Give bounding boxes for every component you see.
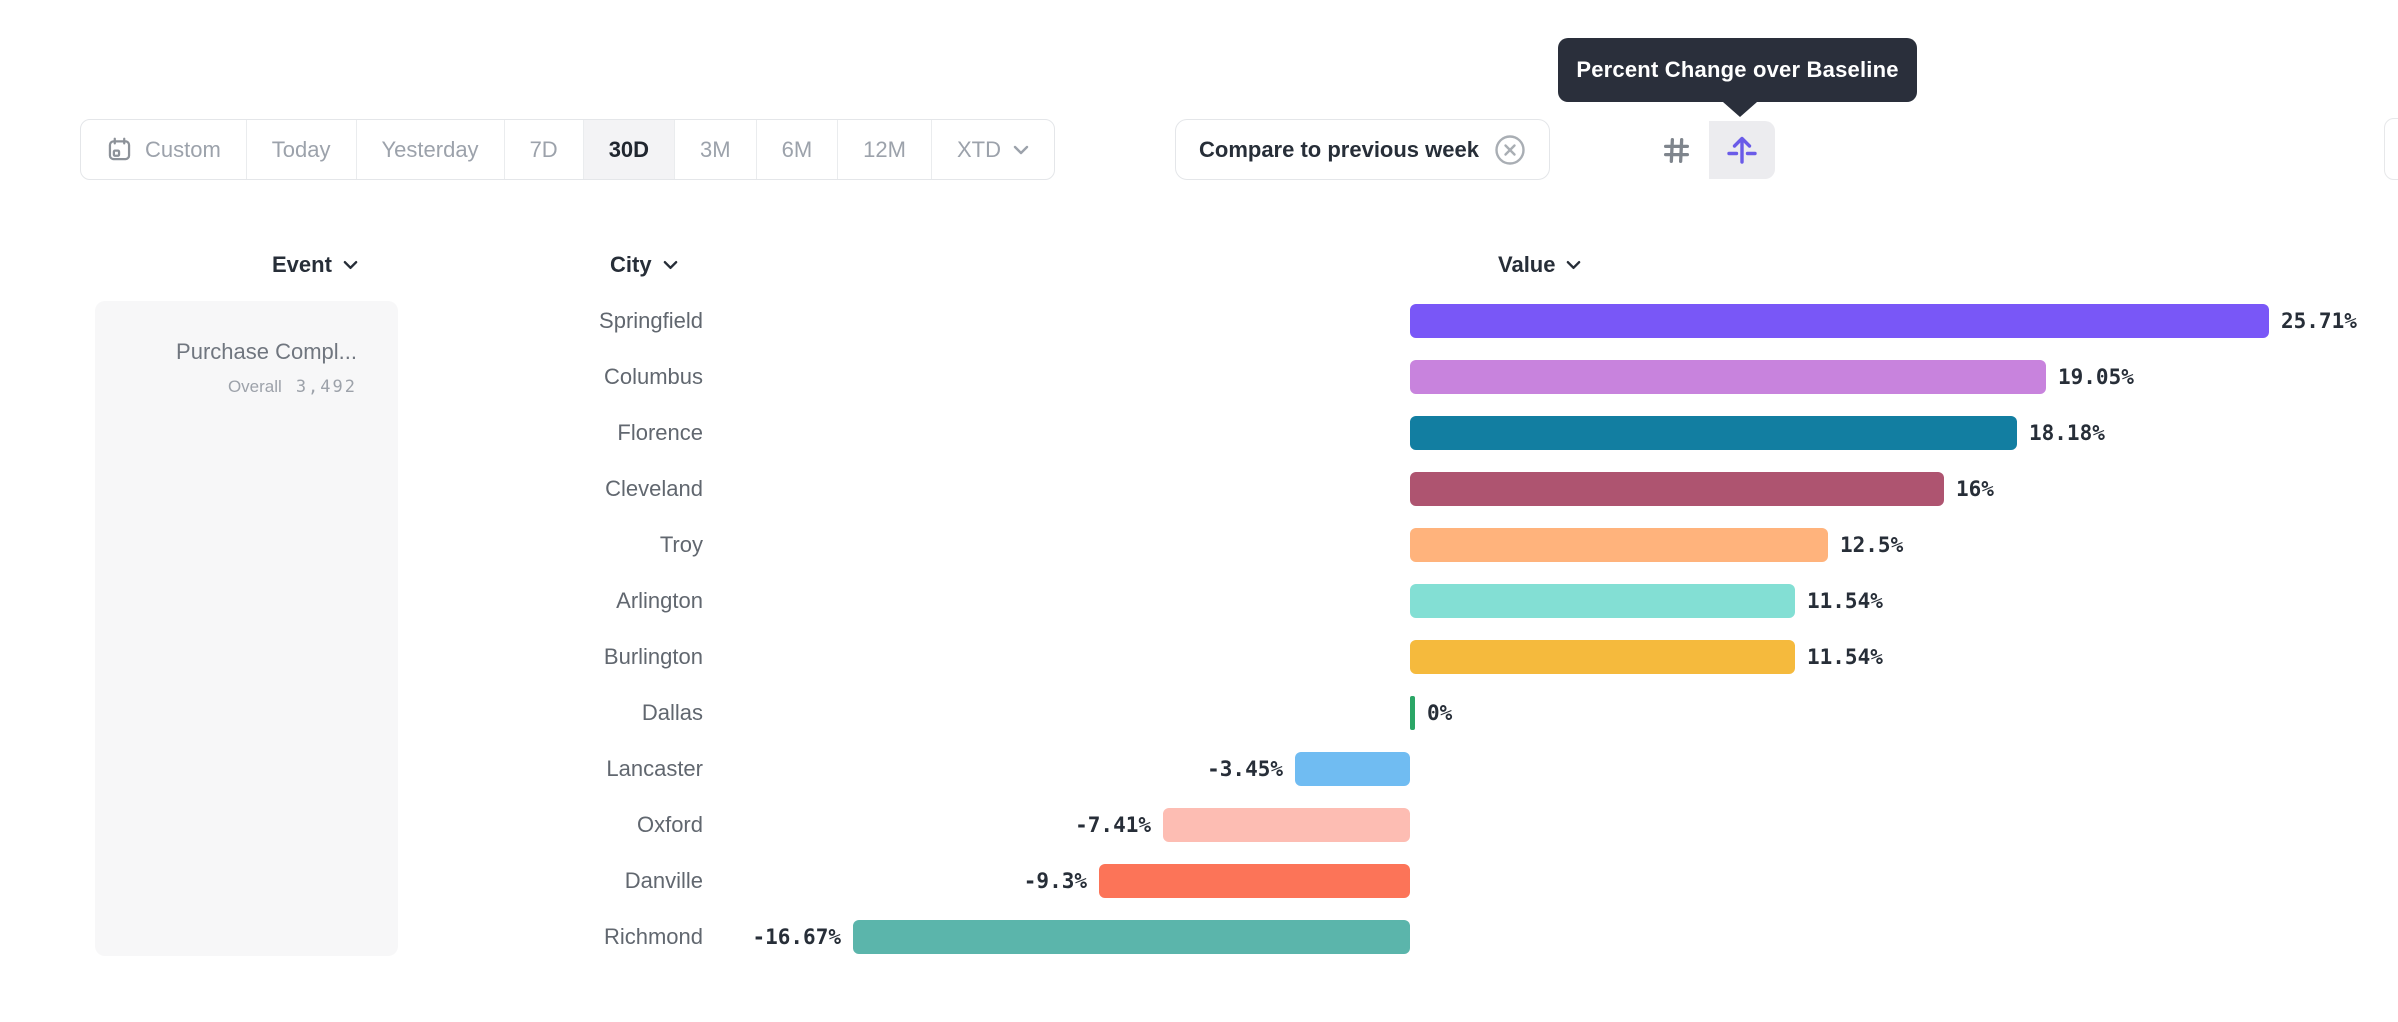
city-label: Columbus: [603, 364, 703, 389]
bar-danville[interactable]: [1099, 864, 1410, 898]
chart-row-danville: Danville -9.3%: [0, 853, 2398, 909]
chart-row-troy: Troy 12.5%: [0, 517, 2398, 573]
date-range-label: 3M: [700, 136, 731, 162]
date-range-label: Custom: [145, 136, 221, 162]
date-range-30d[interactable]: 30D: [583, 120, 676, 179]
city-label: Springfield: [599, 308, 703, 333]
bar-dallas[interactable]: [1410, 696, 1415, 730]
chart-row-oxford: Oxford -7.41%: [0, 797, 2398, 853]
column-header-event[interactable]: Event: [272, 250, 358, 280]
event-overall-row: Overall 3,492: [228, 377, 357, 397]
chart-row-burlington: Burlington 11.54%: [0, 629, 2398, 685]
remove-compare-icon[interactable]: [1494, 134, 1526, 166]
value-label: 25.71%: [2281, 309, 2357, 333]
overall-label: Overall: [227, 377, 282, 396]
value-label: -16.67%: [752, 925, 841, 949]
date-range-xtd[interactable]: XTD: [932, 120, 1054, 179]
chart-row-richmond: Richmond -16.67%: [0, 909, 2398, 965]
compare-label: Compare to previous week: [1199, 136, 1479, 162]
bar-oxford[interactable]: [1163, 808, 1410, 842]
value-label: -9.3%: [1023, 869, 1087, 893]
compare-pill[interactable]: Compare to previous week: [1175, 119, 1550, 180]
value-label: 11.54%: [1807, 589, 1883, 613]
date-range-label: Yesterday: [381, 136, 479, 162]
bar-arlington[interactable]: [1410, 584, 1795, 618]
city-label: Arlington: [616, 588, 703, 613]
value-label: 18.18%: [2029, 421, 2105, 445]
hash-icon: [1663, 137, 1689, 163]
chart-row-dallas: Dallas 0%: [0, 685, 2398, 741]
city-label: Dallas: [641, 700, 703, 725]
value-label: 0%: [1427, 701, 1453, 725]
date-range-label: 12M: [863, 136, 906, 162]
chart-row-columbus: Columbus 19.05%: [0, 349, 2398, 405]
column-header-label: City: [610, 252, 652, 277]
city-label: Danville: [624, 868, 703, 893]
date-range-7d[interactable]: 7D: [505, 120, 584, 179]
chevron-down-icon: [1013, 145, 1029, 154]
date-range-today[interactable]: Today: [247, 120, 357, 179]
date-range-label: Today: [271, 136, 331, 162]
value-label: 11.54%: [1807, 645, 1883, 669]
city-label: Lancaster: [606, 756, 703, 781]
tooltip-percent-change: Percent Change over Baseline: [1558, 38, 1917, 117]
column-header-value[interactable]: Value: [1498, 250, 1581, 280]
chevron-down-icon: [1567, 260, 1581, 270]
city-label: Richmond: [603, 924, 703, 949]
city-label: Burlington: [603, 644, 703, 669]
event-panel[interactable]: Purchase Compl... Overall 3,492: [95, 301, 398, 956]
date-range-6m[interactable]: 6M: [757, 120, 839, 179]
city-label: Oxford: [636, 812, 703, 837]
chart-row-cleveland: Cleveland 16%: [0, 461, 2398, 517]
date-range-yesterday[interactable]: Yesterday: [357, 120, 505, 179]
bar-florence[interactable]: [1410, 416, 2017, 450]
bar-columbus[interactable]: [1410, 360, 2046, 394]
bar-chart: Springfield 25.71% Columbus 19.05% Florence 1…: [0, 293, 2398, 965]
column-header-city[interactable]: City: [610, 250, 678, 280]
city-label: Troy: [659, 532, 703, 557]
date-range-3m[interactable]: 3M: [675, 120, 757, 179]
absolute-values-toggle[interactable]: [1643, 121, 1709, 179]
value-label: 12.5%: [1840, 533, 1904, 557]
percent-change-toggle[interactable]: [1709, 121, 1775, 179]
chart-row-lancaster: Lancaster -3.45%: [0, 741, 2398, 797]
bar-cleveland[interactable]: [1410, 472, 1944, 506]
column-header-label: Value: [1498, 252, 1556, 277]
bar-richmond[interactable]: [853, 920, 1410, 954]
date-range-12m[interactable]: 12M: [838, 120, 932, 179]
chart-row-arlington: Arlington 11.54%: [0, 573, 2398, 629]
value-label: -7.41%: [1075, 813, 1151, 837]
date-range-label: XTD: [956, 136, 1001, 162]
chart-view-toggle: [1643, 121, 1775, 179]
date-range-custom[interactable]: Custom: [81, 120, 247, 179]
bar-lancaster[interactable]: [1295, 752, 1410, 786]
bar-troy[interactable]: [1410, 528, 1828, 562]
chart-row-springfield: Springfield 25.71%: [0, 293, 2398, 349]
calendar-icon: [108, 137, 131, 161]
column-header-label: Event: [272, 252, 332, 277]
bar-burlington[interactable]: [1410, 640, 1795, 674]
chart-row-florence: Florence 18.18%: [0, 405, 2398, 461]
overflow-toolbar-button[interactable]: [2384, 118, 2398, 180]
chevron-down-icon: [663, 260, 677, 270]
value-label: 16%: [1956, 477, 1994, 501]
date-range-toolbar: Custom Today Yesterday 7D 30D 3M 6M 12M …: [80, 119, 1055, 180]
date-range-label: 6M: [781, 136, 813, 162]
city-label: Florence: [617, 420, 703, 445]
tooltip-text: Percent Change over Baseline: [1576, 57, 1899, 82]
date-range-label: 30D: [608, 136, 650, 162]
chevron-down-icon: [343, 260, 358, 270]
bar-springfield[interactable]: [1410, 304, 2269, 338]
value-label: -3.45%: [1207, 757, 1283, 781]
value-label: 19.05%: [2058, 365, 2134, 389]
date-range-label: 7D: [529, 136, 558, 162]
city-label: Cleveland: [605, 476, 703, 501]
percent-change-baseline-icon: [1727, 136, 1757, 164]
event-name: Purchase Compl...: [176, 339, 357, 364]
overall-count: 3,492: [295, 377, 357, 397]
